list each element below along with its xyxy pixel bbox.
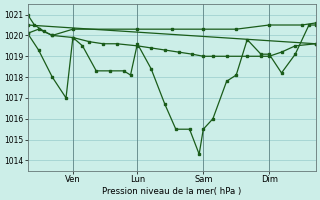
X-axis label: Pression niveau de la mer( hPa ): Pression niveau de la mer( hPa ) bbox=[102, 187, 241, 196]
